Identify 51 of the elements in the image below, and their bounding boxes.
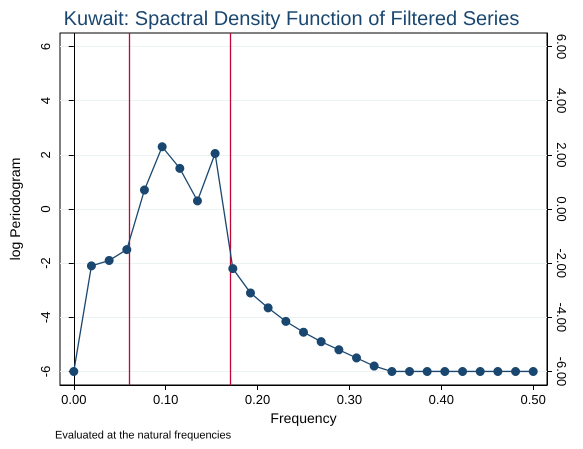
chart-title: Kuwait: Spactral Density Function of Filtered Series [64,8,520,30]
point [440,366,450,376]
y2-tick-label: 0.00 [554,196,569,222]
x-tick-label: 0.50 [520,392,546,407]
point [458,366,468,376]
point [281,316,290,326]
y-tick-label: -6 [38,366,53,378]
point [370,362,379,371]
point [246,288,255,298]
y2-tick-label: 4.00 [554,88,569,114]
point [334,345,344,354]
point [228,264,238,274]
y-axis-title: log Periodogram [7,158,23,260]
point [122,245,132,254]
y-tick-label: 4 [38,97,53,104]
point [158,142,167,152]
x-tick-label: 0.40 [428,392,454,407]
x-tick-label: 0.00 [61,392,86,407]
point [405,366,414,376]
y-tick-label: -2 [38,257,53,269]
y2-tick-label: -4.00 [554,302,569,332]
y-tick-label: 0 [38,205,53,213]
y-tick-label: 6 [38,42,53,50]
point [104,256,114,265]
y-tick-label: 2 [38,151,53,158]
point [476,366,485,376]
point [299,328,308,337]
point [316,337,326,346]
point [192,196,202,206]
text: Evaluated at the natural frequencies [55,430,232,442]
point [528,366,538,376]
point [175,164,184,173]
x-tick-label: 0.10 [153,392,178,407]
x-axis-title: Frequency [270,410,337,426]
y2-tick-label: -6.00 [554,356,569,386]
point [493,366,502,376]
point [387,366,396,376]
y2-tick-label: 2.00 [554,142,569,168]
point [69,366,78,376]
point [210,148,220,158]
point [140,186,149,195]
point [422,366,432,376]
point [86,261,96,270]
point [264,303,273,312]
point [352,353,362,362]
x-tick-label: 0.20 [244,392,270,407]
y-tick-label: -4 [38,312,53,324]
y2-tick-label: -2.00 [554,248,569,278]
y2-tick-label: 6.00 [554,34,569,60]
x-tick-label: 0.30 [336,392,362,407]
point [511,366,520,376]
